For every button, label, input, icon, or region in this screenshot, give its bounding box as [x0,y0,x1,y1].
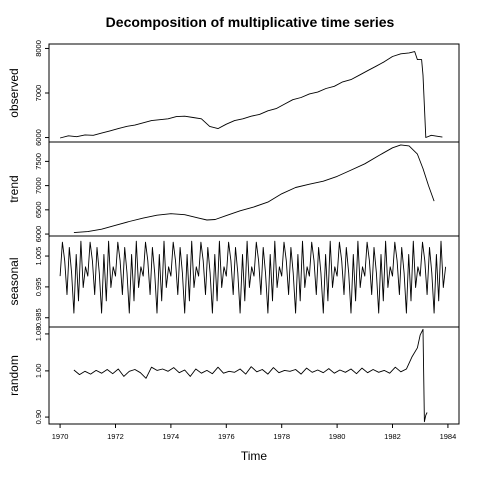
panel-observed: observed 6000 7000 8000 [7,40,460,146]
y-tick-label: 7500 [34,153,43,170]
x-tick-label: 1974 [163,432,180,441]
panel-random: random 0.90 1.00 1.08 [7,326,460,425]
y-tick-label: 6500 [34,201,43,218]
y-axis-label: random [7,355,21,396]
series-line-random [73,328,428,423]
x-tick-label: 1980 [329,432,346,441]
series-line-observed [59,51,443,139]
panel-frame [48,141,460,237]
y-tick-label: 6000 [34,129,43,146]
x-tick-label: 1976 [218,432,235,441]
y-tick-label: 1.08 [34,327,43,342]
panel-frame [48,326,460,425]
x-axis: 1970 1972 1974 1976 1978 1980 1982 1984 [52,423,457,441]
y-tick-label: 7000 [34,177,43,194]
y-tick-label: 0.985 [34,308,43,327]
y-tick-label: 1.005 [34,247,43,266]
x-tick-label: 1972 [107,432,124,441]
x-axis-label: Time [241,449,268,463]
y-tick-label: 0.995 [34,278,43,297]
y-tick-label: 1.00 [34,364,43,379]
x-tick-label: 1978 [273,432,290,441]
x-tick-label: 1970 [52,432,69,441]
panel-seasonal: seasonal 0.985 0.995 1.005 [7,235,460,328]
series-line-trend [73,144,435,234]
y-tick-label: 8000 [34,40,43,57]
y-axis-label: observed [7,68,21,117]
panel-frame [48,43,460,143]
y-tick-label: 7000 [34,85,43,102]
x-tick-label: 1984 [440,432,457,441]
y-axis-label: seasonal [7,257,21,305]
y-tick-label: 6000 [34,226,43,243]
series-line-seasonal [59,240,447,314]
y-tick-label: 0.90 [34,410,43,425]
panel-trend: trend 6000 6500 7000 7500 [7,141,460,243]
x-tick-label: 1982 [384,432,401,441]
panels-group: observed 6000 7000 8000 trend 6000 6500 7000 750… [7,40,460,425]
y-axis-label: trend [7,175,21,202]
chart-title: Decomposition of multiplicative time ser… [106,14,395,30]
